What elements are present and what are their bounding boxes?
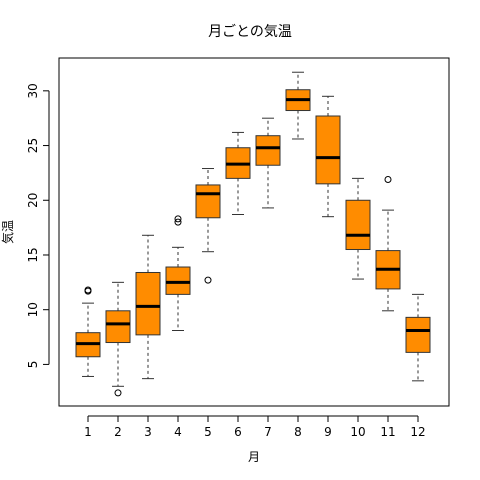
outlier-point xyxy=(84,286,92,294)
box xyxy=(105,310,131,344)
x-tick-label: 1 xyxy=(84,425,92,439)
y-tick-label: 10 xyxy=(26,302,40,317)
x-tick-label: 4 xyxy=(174,425,182,439)
x-tick-label: 3 xyxy=(144,425,152,439)
outlier-point xyxy=(174,215,182,223)
y-tick-label: 20 xyxy=(26,193,40,208)
outlier-point xyxy=(114,389,122,397)
y-tick-label: 5 xyxy=(26,361,40,369)
x-tick-label: 6 xyxy=(234,425,242,439)
box xyxy=(195,184,221,219)
x-tick-label: 5 xyxy=(204,425,212,439)
box xyxy=(405,316,431,353)
box xyxy=(135,271,161,336)
box xyxy=(345,199,371,251)
chart-title: 月ごとの気温 xyxy=(208,24,292,40)
plot-frame xyxy=(58,57,450,407)
y-axis-label: 気温 xyxy=(0,220,15,244)
box xyxy=(255,135,281,166)
x-axis-label: 月 xyxy=(248,450,260,464)
x-tick-label: 10 xyxy=(350,425,365,439)
y-tick-label: 25 xyxy=(26,138,40,153)
x-tick-label: 12 xyxy=(410,425,425,439)
y-tick-label: 30 xyxy=(26,83,40,98)
x-tick-label: 7 xyxy=(264,425,272,439)
outlier-point xyxy=(384,175,392,183)
x-tick-label: 8 xyxy=(294,425,302,439)
x-tick-label: 9 xyxy=(324,425,332,439)
box xyxy=(165,266,191,295)
x-tick-label: 11 xyxy=(380,425,395,439)
outlier-point xyxy=(174,218,182,226)
y-tick-label: 15 xyxy=(26,247,40,262)
box xyxy=(315,115,341,185)
outlier-point xyxy=(204,276,212,284)
x-tick-label: 2 xyxy=(114,425,122,439)
